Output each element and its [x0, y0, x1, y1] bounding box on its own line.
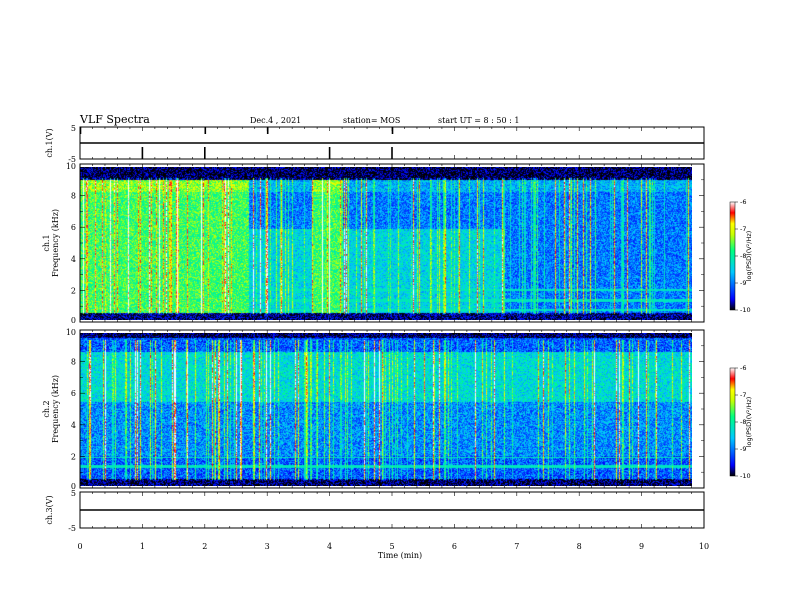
panel-3-ylabel: ch.3(V): [45, 495, 54, 524]
colorbar-tick-label: -7: [740, 391, 746, 399]
panel-1-ytick-label: 10: [66, 162, 76, 171]
panel-1-ytick-label: 6: [71, 223, 76, 232]
colorbar-label: log(PSD)(V²/Hz): [745, 231, 753, 282]
figure-title: VLF Spectra: [79, 113, 150, 126]
colorbar-tick-label: -8: [740, 418, 746, 426]
xtick-label: 3: [265, 542, 270, 551]
date-label: Dec.4 , 2021: [250, 116, 301, 125]
panel-0-ylabel: ch.1(V): [45, 128, 54, 157]
ch2-spectrogram-area: [80, 333, 692, 486]
xtick-label: 4: [327, 542, 332, 551]
xtick-label: 0: [77, 542, 82, 551]
colorbar-tick-label: -6: [740, 198, 746, 206]
panel-2-ytick-label: 10: [66, 328, 76, 337]
xtick-label: 1: [140, 542, 145, 551]
ch1-colorbar: [729, 201, 736, 311]
colorbar-label: log(PSD)(V²/Hz): [745, 397, 753, 448]
station-label: station= MOS: [343, 116, 400, 125]
colorbar-tick-label: -9: [740, 279, 746, 287]
xtick-label: 5: [389, 542, 394, 551]
panel-2-ylabel2: Frequency (kHz): [51, 375, 60, 443]
colorbar-tick-label: -7: [740, 225, 746, 233]
panel-0-ytick-label: 5: [71, 124, 76, 133]
panel-0-ytick-label: -5: [68, 155, 76, 164]
xtick-label: 2: [202, 542, 207, 551]
xtick-label: 9: [639, 542, 644, 551]
panel-1-ytick-label: 2: [71, 286, 76, 295]
colorbar-tick-label: -10: [740, 306, 751, 314]
panel-2-ytick-label: 2: [71, 452, 76, 461]
panel-2-ytick-label: 6: [71, 389, 76, 398]
colorbar-tick-label: -10: [740, 472, 751, 480]
x-axis-label: Time (min): [378, 551, 422, 560]
colorbar-tick-label: -8: [740, 252, 746, 260]
panel-1-ytick-label: 0: [71, 316, 76, 325]
panel-1-ytick-label: 8: [71, 192, 76, 201]
panel-1-ylabel2: Frequency (kHz): [51, 209, 60, 277]
panel-3-ytick-label: 5: [71, 489, 76, 498]
panel-1-ylabel: ch.1: [42, 234, 51, 251]
xtick-label: 10: [699, 542, 709, 551]
colorbar-tick-label: -9: [740, 445, 746, 453]
panel-2-ylabel: ch.2: [42, 400, 51, 417]
panel-1-ytick-label: 4: [71, 255, 76, 264]
panel-2-ytick-label: 8: [71, 358, 76, 367]
panel-3-ytick-label: -5: [68, 524, 76, 533]
colorbar-tick-label: -6: [740, 364, 746, 372]
panel-2-ytick-label: 4: [71, 421, 76, 430]
ch1-spectrogram-area: [80, 167, 692, 320]
xtick-label: 8: [577, 542, 582, 551]
start-ut-label: start UT = 8 : 50 : 1: [438, 116, 519, 125]
ch2-colorbar: [729, 367, 736, 477]
xtick-label: 6: [452, 542, 457, 551]
xtick-label: 7: [514, 542, 519, 551]
panel-2-ytick-label: 0: [71, 482, 76, 491]
